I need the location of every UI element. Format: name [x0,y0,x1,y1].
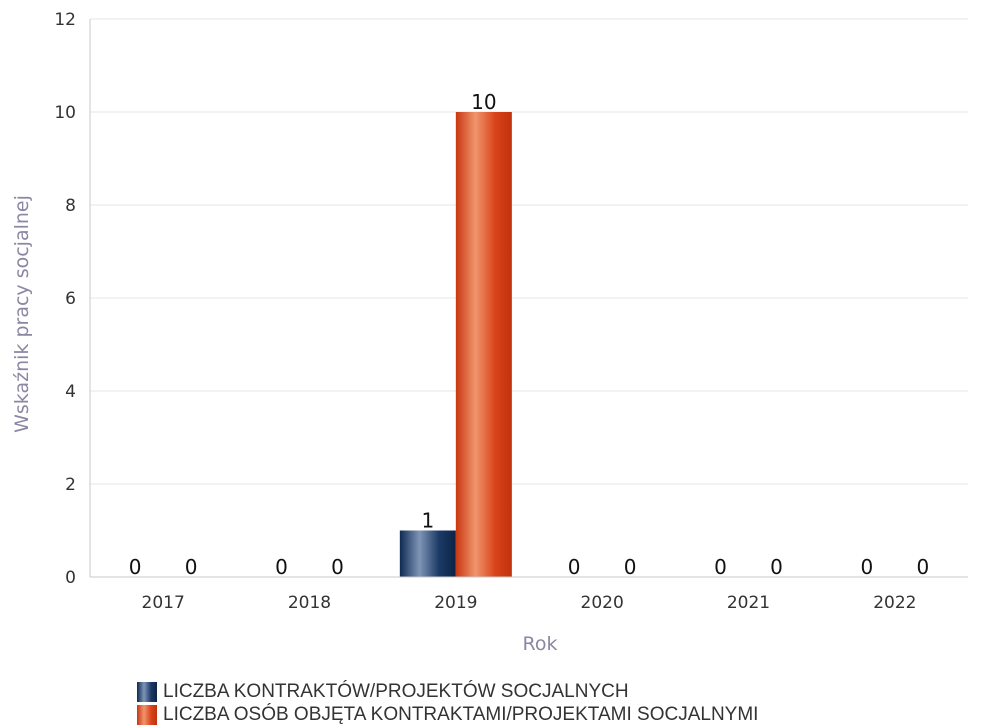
x-axis-title: Rok [523,633,558,655]
x-tick-label: 2019 [434,593,477,613]
data-label: 0 [331,555,344,579]
data-label: 0 [129,555,142,579]
data-label: 0 [185,555,198,579]
y-tick-label: 8 [65,196,76,216]
data-label: 0 [624,555,637,579]
grid-lines [90,18,968,485]
data-label: 0 [568,555,581,579]
legend-item-persons[interactable]: LICZBA OSÓB OBJĘTA KONTRAKTAMI/PROJEKTAM… [137,703,758,726]
bars [399,112,512,577]
data-label: 10 [471,90,496,114]
x-axis-ticks: 2017 2018 2019 2020 2021 2022 [142,593,917,613]
data-label: 1 [421,509,434,533]
data-label: 0 [916,555,929,579]
x-tick-label: 2020 [581,593,624,613]
y-tick-label: 2 [65,475,76,495]
y-tick-label: 12 [54,10,76,30]
x-tick-label: 2022 [873,593,916,613]
y-axis-ticks: 0 2 4 6 8 10 12 [54,10,76,588]
x-tick-label: 2018 [288,593,331,613]
x-tick-label: 2017 [142,593,185,613]
x-tick-label: 2021 [727,593,770,613]
legend-swatch-orange [137,704,157,725]
legend-label: LICZBA KONTRAKTÓW/PROJEKTÓW SOCJALNYCH [163,680,629,702]
data-label: 0 [275,555,288,579]
y-tick-label: 0 [65,568,76,588]
y-tick-label: 4 [65,382,76,402]
bar-chart: 0 2 4 6 8 10 12 0 0 0 0 1 10 0 0 0 0 0 0 2017 2018 2019 2020… [11,10,968,655]
data-labels: 0 0 0 0 1 10 0 0 0 0 0 0 [129,90,929,579]
legend-swatch-blue [137,681,157,702]
bar-2019-series-2 [455,112,512,577]
data-label: 0 [714,555,727,579]
data-label: 0 [770,555,783,579]
legend-item-contracts[interactable]: LICZBA KONTRAKTÓW/PROJEKTÓW SOCJALNYCH [137,680,758,703]
y-tick-label: 6 [65,289,76,309]
legend-label: LICZBA OSÓB OBJĘTA KONTRAKTAMI/PROJEKTAM… [163,703,759,725]
bar-2019-series-1 [399,530,456,577]
legend: LICZBA KONTRAKTÓW/PROJEKTÓW SOCJALNYCH L… [137,680,758,726]
y-tick-label: 10 [54,103,76,123]
y-axis-title: Wskaźnik pracy socjalnej [11,195,33,433]
data-label: 0 [860,555,873,579]
